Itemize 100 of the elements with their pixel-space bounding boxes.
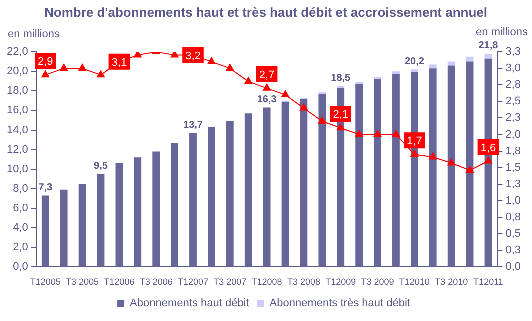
x-tick-label: T3 2007 bbox=[214, 277, 247, 288]
y2-tick-label: 2,8 bbox=[506, 79, 522, 92]
bar bbox=[97, 174, 105, 267]
x-tick-label: T12011 bbox=[474, 277, 504, 288]
bar bbox=[134, 158, 142, 267]
x-tick-label: T12007 bbox=[178, 277, 209, 288]
y2-tick-label: 0,3 bbox=[506, 244, 522, 257]
y2-tick-label: 0,0 bbox=[506, 261, 522, 274]
y2-tick-label: 3,3 bbox=[506, 46, 522, 58]
point bbox=[282, 90, 290, 98]
y-tick-label: 6,0 bbox=[13, 202, 28, 215]
y2-tick-label: 1,5 bbox=[506, 162, 522, 174]
point bbox=[374, 130, 382, 138]
total-label: 18,5 bbox=[331, 72, 352, 84]
x-tick-label: T3 2009 bbox=[361, 277, 394, 288]
point bbox=[244, 77, 253, 84]
y-tick-label: 8,0 bbox=[13, 182, 28, 195]
bar bbox=[171, 142, 178, 267]
x-tick-label: T12006 bbox=[104, 277, 135, 288]
bar bbox=[374, 79, 382, 267]
y-tick-label: 20,0 bbox=[6, 66, 28, 78]
y-tick-label: 18,0 bbox=[6, 85, 28, 98]
x-tick-label: T3 2008 bbox=[287, 277, 320, 288]
y-tick-label: 22,0 bbox=[6, 46, 28, 58]
bar bbox=[448, 66, 456, 267]
y-axis-title: en millions bbox=[8, 28, 60, 41]
point bbox=[263, 84, 272, 91]
bar bbox=[318, 94, 326, 267]
bar bbox=[263, 108, 271, 267]
bar bbox=[466, 62, 474, 267]
y-tick-label: 4,0 bbox=[13, 222, 28, 234]
bar bbox=[244, 114, 252, 267]
bar bbox=[429, 68, 437, 267]
bar bbox=[282, 102, 290, 267]
data-label: 1,6 bbox=[480, 142, 496, 154]
point bbox=[60, 64, 68, 72]
point bbox=[300, 104, 308, 111]
point bbox=[355, 130, 364, 138]
bar bbox=[226, 121, 234, 267]
bar bbox=[190, 133, 197, 267]
x-tick-label: T3 2006 bbox=[140, 277, 173, 288]
point bbox=[392, 130, 400, 138]
bar bbox=[356, 84, 364, 267]
point bbox=[134, 52, 142, 58]
y-tick-label: 16,0 bbox=[6, 104, 28, 117]
data-label: 2,1 bbox=[333, 109, 349, 122]
point bbox=[170, 52, 179, 58]
y2-tick-label: 0,8 bbox=[506, 212, 522, 224]
data-label: 3,1 bbox=[112, 56, 128, 69]
data-label: 2,7 bbox=[259, 69, 275, 82]
x-tick-label: T12009 bbox=[326, 277, 356, 288]
bar bbox=[429, 64, 437, 69]
point bbox=[208, 57, 216, 64]
bar bbox=[60, 190, 68, 267]
x-tick-label: T3 2010 bbox=[435, 277, 468, 288]
x-tick-label: T12005 bbox=[30, 277, 61, 288]
total-label: 16,3 bbox=[257, 94, 278, 106]
point bbox=[448, 158, 456, 166]
bar bbox=[152, 152, 160, 267]
y2-tick-label: 1,3 bbox=[506, 178, 522, 190]
point bbox=[484, 156, 492, 164]
total-label: 7,3 bbox=[38, 182, 54, 194]
bar bbox=[484, 54, 492, 59]
bar bbox=[410, 70, 418, 73]
y-tick-label: 2,0 bbox=[13, 242, 28, 254]
bar bbox=[78, 184, 86, 267]
y-tick-label: 14,0 bbox=[6, 124, 28, 136]
point bbox=[42, 70, 50, 78]
y2-tick-label: 1,0 bbox=[506, 195, 522, 208]
bar bbox=[42, 196, 50, 267]
point bbox=[226, 64, 234, 72]
y2-tick-label: 2,3 bbox=[506, 112, 522, 124]
bar bbox=[392, 72, 400, 74]
point bbox=[78, 64, 87, 72]
point bbox=[97, 70, 105, 78]
bar bbox=[208, 127, 216, 267]
total-label: 13,7 bbox=[184, 120, 204, 131]
x-tick-label: T12010 bbox=[399, 277, 430, 288]
point bbox=[466, 166, 474, 174]
y-tick-label: 0,0 bbox=[13, 261, 28, 274]
y2-tick-label: 0,5 bbox=[506, 228, 522, 240]
y-tick-label: 12,0 bbox=[6, 144, 28, 156]
point bbox=[429, 152, 438, 160]
y2-axis-title: en millions bbox=[476, 26, 528, 39]
x-tick-label: T3 2005 bbox=[66, 277, 100, 288]
total-label: 21,8 bbox=[478, 40, 499, 52]
point bbox=[410, 150, 419, 158]
y-tick-label: 10,0 bbox=[6, 163, 28, 176]
bar bbox=[392, 74, 400, 267]
bar bbox=[116, 164, 124, 267]
data-label: 1,7 bbox=[407, 136, 422, 148]
legend-label: Abonnements très haut débit bbox=[270, 298, 410, 310]
y2-tick-label: 2,0 bbox=[506, 128, 522, 141]
data-label: 2,9 bbox=[38, 56, 54, 68]
point bbox=[336, 124, 345, 131]
total-label: 20,2 bbox=[404, 56, 425, 68]
y2-tick-label: 1,8 bbox=[506, 145, 522, 158]
bar bbox=[466, 56, 474, 62]
point bbox=[318, 117, 326, 124]
bar bbox=[300, 98, 308, 267]
